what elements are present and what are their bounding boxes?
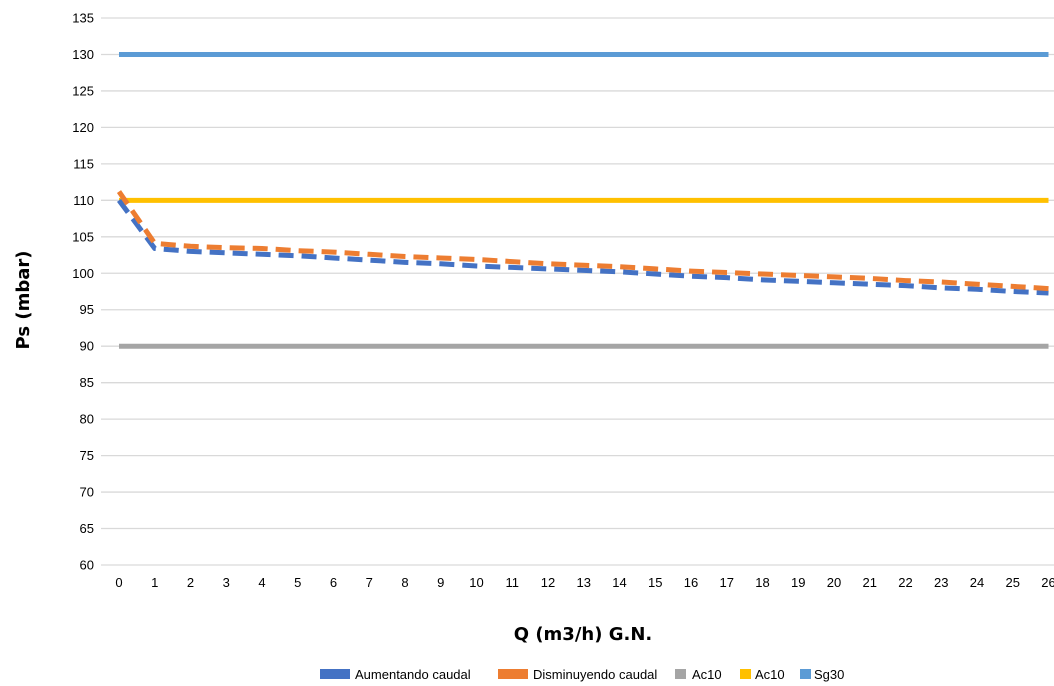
y-tick-label: 115 <box>73 156 94 171</box>
x-tick-label: 22 <box>898 575 912 590</box>
y-tick-label: 70 <box>80 485 94 500</box>
legend-label: Ac10 <box>692 667 722 682</box>
x-tick-label: 25 <box>1006 575 1020 590</box>
legend: Aumentando caudal Disminuyendo caudal Ac10… <box>320 667 844 682</box>
x-tick-label: 13 <box>577 575 591 590</box>
legend-label: Aumentando caudal <box>355 667 471 682</box>
y-tick-label: 95 <box>80 302 94 317</box>
series-line-1 <box>116 190 1049 292</box>
y-tick-labels: 60 65 70 75 80 85 90 95 100 105 110 115 120 125 130 135 <box>72 11 94 573</box>
legend-swatch <box>800 669 811 679</box>
legend-swatch <box>675 669 686 679</box>
x-tick-label: 12 <box>541 575 555 590</box>
x-tick-label: 11 <box>506 575 520 590</box>
x-tick-label: 5 <box>294 575 301 590</box>
series-lines <box>116 51 1049 349</box>
x-tick-label: 14 <box>612 575 626 590</box>
y-tick-label: 90 <box>80 339 94 354</box>
y-tick-label: 120 <box>72 120 94 135</box>
x-tick-label: 23 <box>934 575 948 590</box>
x-tick-label: 4 <box>258 575 265 590</box>
x-tick-label: 9 <box>437 575 444 590</box>
x-tick-labels: 0 1 2 3 4 5 6 7 8 9 10 11 12 13 14 15 16 17 18 19 20 21 22 23 24… <box>115 575 1054 590</box>
x-tick-label: 3 <box>223 575 230 590</box>
x-tick-label: 8 <box>401 575 408 590</box>
x-axis-title: Q (m3/h) G.N. <box>514 624 652 645</box>
x-tick-label: 10 <box>469 575 483 590</box>
y-tick-label: 110 <box>73 193 94 208</box>
legend-label: Ac10 <box>755 667 785 682</box>
x-tick-label: 19 <box>791 575 805 590</box>
y-tick-label: 75 <box>80 448 94 463</box>
y-tick-label: 135 <box>72 11 94 26</box>
y-tick-label: 80 <box>80 412 94 427</box>
y-tick-label: 85 <box>80 375 94 390</box>
x-tick-label: 24 <box>970 575 984 590</box>
x-tick-label: 16 <box>684 575 698 590</box>
x-tick-label: 6 <box>330 575 337 590</box>
y-tick-label: 130 <box>72 47 94 62</box>
x-tick-label: 0 <box>115 575 122 590</box>
legend-swatch <box>320 669 350 679</box>
y-tick-label: 65 <box>80 521 94 536</box>
x-tick-label: 21 <box>863 575 877 590</box>
x-tick-label: 15 <box>648 575 662 590</box>
series-line-0 <box>116 198 1049 296</box>
legend-swatch <box>498 669 528 679</box>
x-tick-label: 7 <box>366 575 373 590</box>
y-tick-label: 60 <box>80 558 94 573</box>
y-tick-label: 125 <box>72 83 94 98</box>
x-tick-label: 17 <box>720 575 734 590</box>
x-tick-label: 2 <box>187 575 194 590</box>
gridlines <box>101 17 1054 566</box>
x-tick-label: 18 <box>755 575 769 590</box>
legend-label: Disminuyendo caudal <box>533 667 657 682</box>
x-tick-label: 1 <box>151 575 158 590</box>
y-axis-title: Ps (mbar) <box>13 251 34 350</box>
x-tick-label: 26 <box>1041 575 1054 590</box>
y-tick-label: 105 <box>72 229 94 244</box>
legend-label: Sg30 <box>814 667 844 682</box>
y-tick-label: 100 <box>72 266 94 281</box>
legend-swatch <box>740 669 751 679</box>
x-tick-label: 20 <box>827 575 841 590</box>
